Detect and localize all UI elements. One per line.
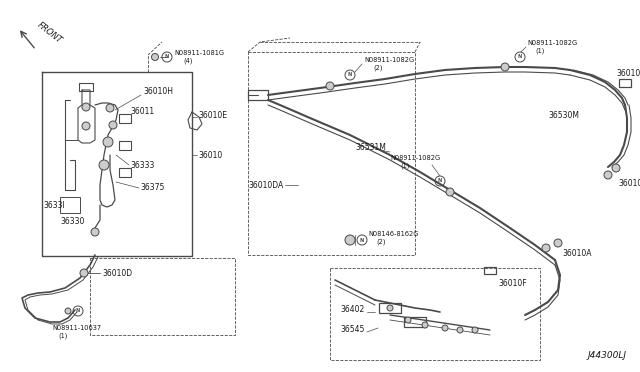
Text: N08911-1082G: N08911-1082G bbox=[390, 155, 440, 161]
Text: N08911-1082G: N08911-1082G bbox=[364, 57, 414, 63]
Text: 36545: 36545 bbox=[340, 326, 364, 334]
Circle shape bbox=[422, 322, 428, 328]
Text: FRONT: FRONT bbox=[36, 20, 64, 45]
Text: 3633I: 3633I bbox=[43, 201, 65, 209]
Circle shape bbox=[442, 325, 448, 331]
Circle shape bbox=[109, 121, 117, 129]
Circle shape bbox=[554, 239, 562, 247]
Circle shape bbox=[345, 235, 355, 245]
Text: 36530M: 36530M bbox=[548, 110, 579, 119]
Text: 36531M: 36531M bbox=[355, 144, 386, 153]
Circle shape bbox=[501, 63, 509, 71]
Text: (2): (2) bbox=[376, 239, 385, 245]
Text: 36375: 36375 bbox=[140, 183, 164, 192]
Circle shape bbox=[604, 171, 612, 179]
Circle shape bbox=[326, 82, 334, 90]
Circle shape bbox=[91, 228, 99, 236]
Bar bbox=[379, 303, 401, 313]
Circle shape bbox=[387, 305, 393, 311]
Text: 36010H: 36010H bbox=[143, 87, 173, 96]
Bar bbox=[79, 83, 93, 91]
Bar bbox=[119, 141, 131, 150]
Text: 36010F: 36010F bbox=[498, 279, 527, 288]
Text: N08911-10637: N08911-10637 bbox=[52, 325, 101, 331]
Text: (2): (2) bbox=[373, 65, 383, 71]
Text: 36010E: 36010E bbox=[198, 110, 227, 119]
Text: N: N bbox=[165, 55, 169, 60]
Circle shape bbox=[152, 54, 159, 61]
Circle shape bbox=[82, 122, 90, 130]
Text: 36010F: 36010F bbox=[616, 68, 640, 77]
Text: 36402: 36402 bbox=[340, 305, 364, 314]
Circle shape bbox=[99, 160, 109, 170]
Bar bbox=[60, 197, 80, 213]
Text: 36330: 36330 bbox=[60, 218, 84, 227]
Bar bbox=[484, 266, 496, 273]
Bar bbox=[248, 90, 268, 100]
Text: N08911-1081G: N08911-1081G bbox=[174, 50, 224, 56]
Circle shape bbox=[103, 137, 113, 147]
Text: N08146-8162G: N08146-8162G bbox=[368, 231, 419, 237]
Circle shape bbox=[446, 188, 454, 196]
Text: 36010A: 36010A bbox=[618, 179, 640, 187]
Circle shape bbox=[405, 317, 411, 323]
Text: 36010DA: 36010DA bbox=[248, 180, 284, 189]
Bar bbox=[119, 167, 131, 176]
Text: N: N bbox=[360, 237, 364, 243]
Text: 36010A: 36010A bbox=[562, 248, 591, 257]
Text: N: N bbox=[348, 73, 352, 77]
Text: N08911-1082G: N08911-1082G bbox=[527, 40, 577, 46]
Text: 36010: 36010 bbox=[198, 151, 222, 160]
Text: N: N bbox=[518, 55, 522, 60]
Circle shape bbox=[106, 104, 114, 112]
Circle shape bbox=[65, 308, 71, 314]
Text: 36333: 36333 bbox=[130, 160, 154, 170]
Circle shape bbox=[82, 103, 90, 111]
Circle shape bbox=[80, 269, 88, 277]
Bar bbox=[404, 317, 426, 327]
Text: (1): (1) bbox=[58, 333, 67, 339]
Text: (4): (4) bbox=[183, 58, 193, 64]
Circle shape bbox=[472, 327, 478, 333]
Bar bbox=[619, 79, 631, 87]
Text: 36011: 36011 bbox=[130, 108, 154, 116]
Text: J44300LJ: J44300LJ bbox=[587, 351, 626, 360]
Circle shape bbox=[457, 327, 463, 333]
Text: (1): (1) bbox=[535, 48, 545, 54]
Text: N: N bbox=[438, 179, 442, 183]
Circle shape bbox=[542, 244, 550, 252]
Text: (1): (1) bbox=[400, 163, 410, 169]
Circle shape bbox=[612, 164, 620, 172]
Bar bbox=[119, 113, 131, 122]
Text: N: N bbox=[76, 308, 80, 314]
Text: 36010D: 36010D bbox=[102, 269, 132, 278]
